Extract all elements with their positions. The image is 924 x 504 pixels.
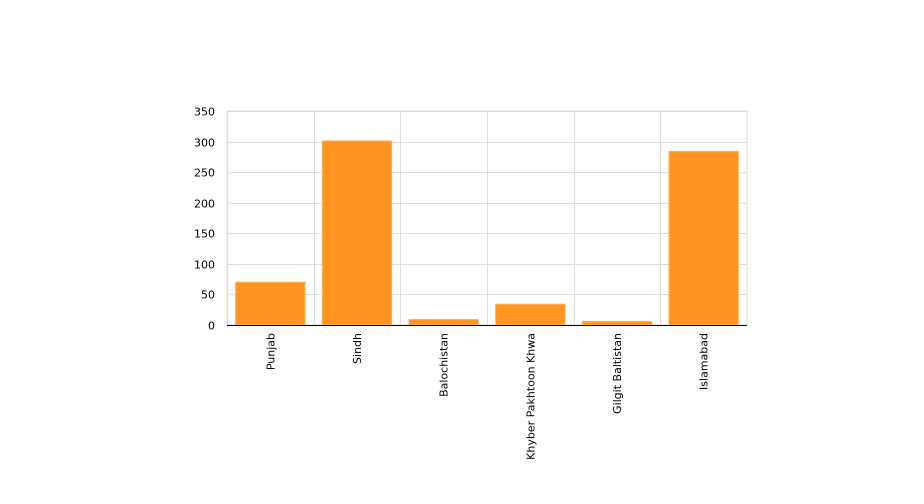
bar-punjab[interactable] xyxy=(235,281,306,326)
x-tick-label: Khyber Pakhtoon Khwa xyxy=(524,333,537,460)
y-tick-label: 200 xyxy=(194,198,215,211)
bar-balochistan[interactable] xyxy=(408,318,479,326)
y-tick-labels: 0 50 100 150 200 250 300 350 xyxy=(194,106,215,333)
x-tick-label: Punjab xyxy=(264,333,277,370)
x-tick-label: Balochistan xyxy=(438,333,451,397)
y-tick-label: 0 xyxy=(208,320,215,333)
bars-layer xyxy=(235,140,739,326)
x-tick-label: Sindh xyxy=(351,333,364,364)
x-tick-label: Gilgit Baltistan xyxy=(611,333,624,414)
axes-layer xyxy=(227,111,747,326)
y-tick-label: 350 xyxy=(194,106,215,119)
bar-sindh[interactable] xyxy=(321,140,393,326)
y-tick-label: 50 xyxy=(201,289,215,302)
bar-islamabad[interactable] xyxy=(668,150,739,326)
x-tick-label: Islamabad xyxy=(698,333,711,390)
y-tick-label: 100 xyxy=(194,259,215,272)
x-tick-labels: Punjab Sindh Balochistan Khyber Pakhtoon Kh… xyxy=(264,333,710,460)
y-tick-label: 150 xyxy=(194,228,215,241)
bar-gilgit-baltistan[interactable] xyxy=(581,320,653,326)
bar-khyber-pakhtoon-khwa[interactable] xyxy=(495,303,566,326)
y-tick-label: 250 xyxy=(194,167,215,180)
y-tick-label: 300 xyxy=(194,137,215,150)
